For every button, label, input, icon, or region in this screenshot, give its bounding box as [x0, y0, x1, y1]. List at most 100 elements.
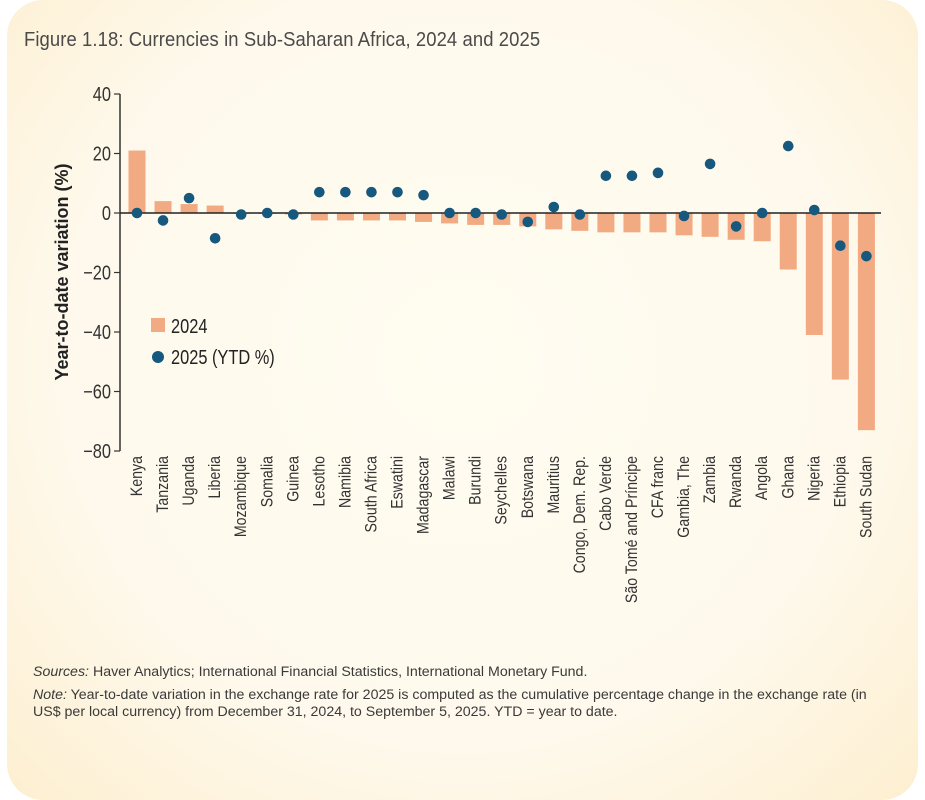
- y-tick-label: 20: [93, 142, 111, 165]
- bar-2024: [362, 213, 380, 221]
- category-label: Nigeria: [805, 456, 823, 501]
- category-label: South Sudan: [857, 456, 875, 538]
- dot-2025: [548, 201, 560, 213]
- bar-2024: [857, 213, 875, 431]
- dot-2025: [261, 207, 273, 219]
- category-labels: Kenya Tanzania Uganda Liberia Mozambique Soma…: [128, 456, 876, 604]
- dot-2025: [835, 240, 846, 252]
- category-label: Uganda: [180, 456, 198, 506]
- dot-2025: [600, 170, 612, 182]
- dot-2025: [444, 207, 455, 219]
- sources: Sources: Haver Analytics; International …: [33, 664, 893, 681]
- dot-2025: [522, 216, 534, 228]
- dot-2025: [288, 209, 299, 220]
- bar-2024: [649, 213, 667, 233]
- dot-2025: [392, 186, 403, 198]
- note-label: Note:: [33, 687, 67, 703]
- category-label: Somalia: [258, 456, 276, 508]
- category-label: Rwanda: [727, 456, 745, 508]
- bar-2024: [336, 213, 354, 221]
- dot-2025: [314, 186, 325, 198]
- category-label: Tanzania: [154, 456, 172, 513]
- category-label: Madagascar: [415, 456, 433, 534]
- dot-2025: [626, 170, 638, 182]
- category-label: Seychelles: [493, 456, 511, 525]
- dot-2025: [340, 186, 351, 198]
- bar-2024: [180, 204, 198, 213]
- category-label: Namibia: [336, 456, 354, 508]
- bar-2024: [779, 213, 797, 270]
- bars-2024: [128, 150, 875, 431]
- category-label: Malawi: [441, 456, 459, 500]
- y-tick-label: −80: [83, 439, 111, 462]
- category-label: Zambia: [701, 456, 719, 504]
- dot-2025: [470, 207, 481, 219]
- bar-2024: [389, 213, 406, 221]
- category-label: Mozambique: [232, 456, 250, 537]
- dot-2025: [366, 186, 377, 198]
- legend: 2024 2025 (YTD %): [151, 314, 275, 368]
- bar-2024: [310, 213, 328, 221]
- footer: Sources: Haver Analytics; International …: [33, 664, 893, 727]
- bar-2024: [831, 213, 849, 380]
- category-label: Angola: [753, 456, 771, 501]
- sources-text: Haver Analytics; International Financial…: [89, 664, 588, 680]
- dot-2025: [809, 204, 820, 216]
- dots-2025: [131, 140, 872, 262]
- y-tick-label: −20: [83, 261, 111, 284]
- bar-2024: [805, 213, 823, 335]
- bar-2024: [701, 213, 719, 237]
- category-label: Mauritius: [545, 456, 563, 514]
- dot-2025: [183, 192, 195, 204]
- dot-2025: [418, 189, 429, 201]
- bar-2024: [206, 205, 224, 213]
- y-tick-label: −60: [83, 380, 111, 403]
- dot-2025: [235, 209, 247, 220]
- bar-2024: [128, 150, 146, 213]
- category-label: Gambia, The: [675, 456, 693, 538]
- category-label: Ethiopia: [831, 456, 849, 508]
- dot-2025: [652, 167, 664, 179]
- dot-2025: [861, 250, 872, 262]
- sources-label: Sources:: [33, 664, 89, 680]
- category-label: CFA franc: [649, 456, 667, 519]
- category-label: Lesotho: [310, 456, 328, 506]
- category-label: South Africa: [363, 456, 381, 533]
- y-tick-label: −40: [83, 320, 111, 343]
- dot-2025: [678, 210, 690, 222]
- dot-2025: [704, 158, 716, 170]
- dot-2025: [730, 221, 742, 232]
- y-axis-label: Year-to-date variation (%): [52, 163, 72, 380]
- category-label: Burundi: [467, 456, 485, 505]
- y-axis: 40 20 0 −20 −40 −60 −80: [83, 82, 121, 462]
- figure-title: Figure 1.18: Currencies in Sub-Saharan A…: [24, 28, 541, 51]
- dot-2025: [209, 232, 221, 244]
- dot-2025: [131, 207, 143, 219]
- category-label: Liberia: [206, 456, 224, 499]
- dot-2025: [496, 209, 508, 220]
- bar-2024: [753, 213, 771, 242]
- bar-2024: [545, 213, 563, 230]
- bar-2024: [154, 201, 172, 213]
- bar-2024: [467, 213, 485, 225]
- legend-label-2025: 2025 (YTD %): [171, 345, 275, 368]
- bar-2024: [623, 213, 641, 233]
- y-tick-label: 40: [93, 82, 111, 105]
- category-label: Congo, Dem. Rep.: [571, 456, 589, 573]
- dot-2025: [782, 140, 794, 152]
- chart: 40 20 0 −20 −40 −60 −80 Year-to-date variation…: [52, 82, 881, 604]
- category-label: Guinea: [284, 456, 302, 502]
- note-text: Year-to-date variation in the exchange r…: [33, 687, 867, 720]
- category-label: Botswana: [519, 456, 537, 519]
- dot-2025: [157, 215, 169, 226]
- dot-2025: [756, 207, 768, 219]
- note: Note: Year-to-date variation in the exch…: [33, 687, 893, 721]
- category-label: Ghana: [779, 456, 797, 499]
- y-tick-label: 0: [102, 201, 111, 224]
- legend-swatch-2025: [152, 351, 164, 363]
- figure-card: [7, 0, 918, 800]
- bar-2024: [415, 213, 433, 222]
- category-label: Kenya: [128, 456, 146, 497]
- category-label: São Tomé and Príncipe: [623, 456, 641, 603]
- dot-2025: [574, 209, 586, 220]
